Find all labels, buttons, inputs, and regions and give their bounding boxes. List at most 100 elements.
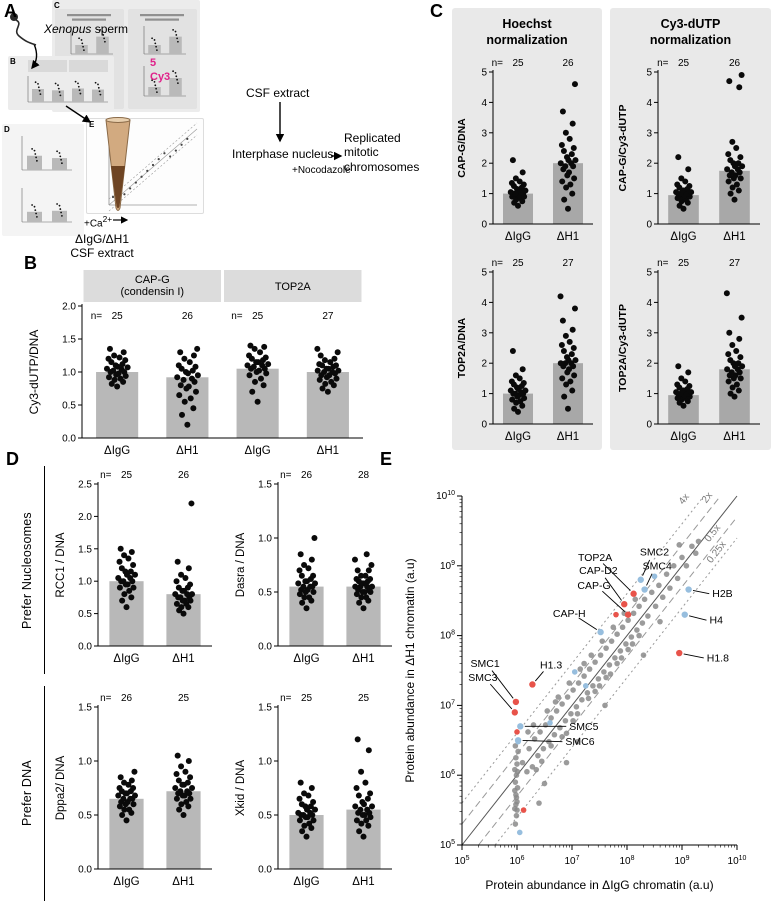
- protein-point: [695, 538, 702, 545]
- protein-point: [614, 660, 620, 667]
- y-axis-label: Xkid / DNA: [235, 760, 247, 817]
- protein-point: [630, 610, 637, 617]
- cy3-label-line1: 5: [150, 57, 157, 69]
- protein-point: [603, 645, 609, 651]
- protein-point: [514, 768, 521, 775]
- y-axis-label: Dasra / DNA: [235, 532, 247, 597]
- data-point: [117, 375, 124, 382]
- category-label: ΔH1: [172, 653, 194, 665]
- protein-point: [632, 596, 639, 603]
- y-tick-label: 1: [646, 189, 652, 200]
- data-point: [181, 398, 188, 405]
- protein-point: [540, 745, 547, 752]
- dppa2-chart: n= 26 ΔIgG 25 ΔH1 0.0 0.5 1.0 1.5 Dppa2/ DNA: [52, 687, 224, 899]
- mini-dot: [57, 84, 59, 87]
- data-point: [559, 375, 566, 382]
- n-value: 25: [252, 311, 264, 322]
- mini-dot: [31, 148, 33, 150]
- n-value: 25: [121, 470, 133, 481]
- data-point: [520, 181, 527, 188]
- data-point: [114, 383, 121, 390]
- protein-point: [636, 603, 642, 610]
- protein-point: [683, 563, 690, 569]
- protein-point: [629, 641, 636, 647]
- data-point: [180, 812, 187, 818]
- mini-dot: [103, 37, 105, 40]
- mini-dot: [37, 86, 40, 89]
- protein-point: [607, 671, 614, 677]
- mini-point: [151, 163, 155, 167]
- y-tick-label: 4: [646, 98, 652, 109]
- n-prefix: n=: [91, 311, 103, 322]
- data-point: [116, 584, 123, 591]
- data-point: [361, 589, 368, 595]
- data-point: [676, 202, 683, 209]
- protein-point: [544, 708, 551, 714]
- data-point: [678, 175, 685, 182]
- y-tick-label: 0.5: [258, 588, 272, 599]
- data-point: [178, 801, 185, 808]
- y-tick-label: 1.0: [78, 577, 92, 588]
- y-axis-label: Protein abundance in ΔH1 chromatin (a.u): [403, 558, 417, 782]
- protein-point: [513, 754, 519, 761]
- data-point: [727, 157, 734, 164]
- mini-dot: [58, 152, 61, 154]
- data-point: [179, 411, 186, 418]
- mini-dot: [59, 208, 62, 210]
- data-point: [727, 357, 734, 364]
- n-value: 28: [358, 470, 370, 481]
- mini-title-line: [67, 14, 111, 17]
- protein-point: [566, 680, 573, 686]
- mini-dot: [156, 91, 158, 93]
- n-value: 27: [562, 258, 574, 269]
- y-tick-label: 0.5: [62, 401, 76, 412]
- data-point: [365, 822, 372, 829]
- data-point: [177, 594, 184, 601]
- data-point: [736, 84, 743, 91]
- data-point: [177, 788, 184, 795]
- mini-dot: [104, 40, 106, 43]
- protein-point: [656, 582, 662, 589]
- data-point: [247, 342, 254, 349]
- data-point: [172, 785, 179, 791]
- y-tick-label: 0.0: [62, 434, 76, 445]
- mini-dot: [79, 92, 82, 95]
- protein-point: [563, 730, 570, 737]
- data-point: [724, 166, 731, 173]
- mini-dot: [57, 87, 60, 90]
- data-point: [173, 600, 180, 607]
- mini-point: [134, 181, 137, 184]
- data-point: [316, 376, 323, 383]
- protein-point: [581, 660, 587, 667]
- data-point: [729, 384, 736, 391]
- data-point: [188, 375, 195, 382]
- n-value: 26: [182, 311, 194, 322]
- data-point: [256, 367, 263, 374]
- data-point: [726, 78, 733, 85]
- n-value: 25: [678, 58, 690, 69]
- data-point: [132, 792, 139, 799]
- data-point: [122, 357, 129, 364]
- protein-point: [562, 717, 569, 724]
- xkid-chart: n= 25 ΔIgG 25 ΔH1 0.0 0.5 1.0 1.5 Xkid / DNA: [232, 687, 404, 899]
- data-point: [566, 338, 573, 345]
- mini-dot: [60, 211, 62, 214]
- data-point: [729, 341, 736, 348]
- data-point: [558, 141, 565, 148]
- group-header: [83, 270, 221, 302]
- category-label: ΔH1: [317, 445, 339, 457]
- replicated-line-2: mitotic: [344, 145, 379, 160]
- protein-point: [577, 666, 584, 672]
- data-point: [249, 388, 256, 395]
- data-point: [173, 770, 180, 777]
- protein-label: TOP2A: [578, 552, 612, 564]
- data-point: [310, 799, 317, 806]
- protein-point: [596, 683, 603, 689]
- mini-dot: [61, 214, 63, 217]
- protein-point: [512, 743, 519, 749]
- protein-label: CAP-G: [577, 580, 610, 592]
- y-tick-label: 1: [646, 389, 652, 400]
- category-label: ΔIgG: [113, 876, 139, 888]
- mini-bar: [52, 210, 67, 222]
- data-point: [298, 801, 305, 808]
